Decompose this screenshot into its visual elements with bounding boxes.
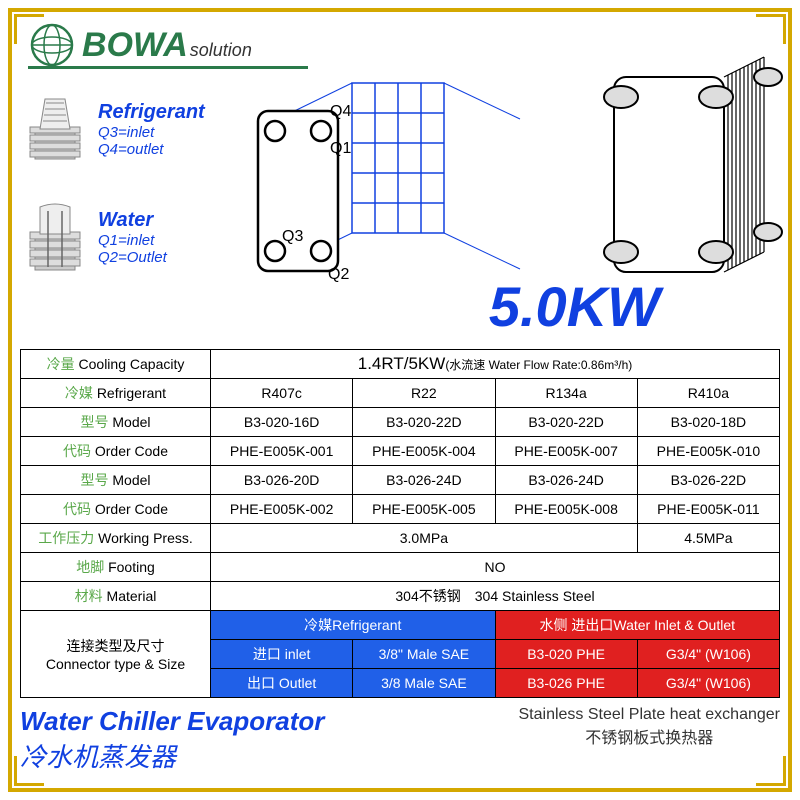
brand-main: BOWA: [82, 26, 188, 64]
footer-sub-en: Stainless Steel Plate heat exchanger: [519, 706, 781, 724]
refrigerant-title: Refrigerant: [98, 101, 205, 124]
port-q1: Q1: [330, 140, 351, 157]
water-q1: Q1=inlet: [98, 232, 167, 249]
footer-sub-cn: 不锈钢板式换热器: [519, 724, 781, 748]
refrigerant-q3: Q3=inlet: [98, 124, 205, 141]
port-q3: Q3: [282, 228, 303, 245]
plate-exploded-icon: Q4 Q1 Q3 Q2: [220, 41, 540, 291]
port-q4: Q4: [330, 103, 351, 120]
connector-sae-icon: [20, 89, 90, 169]
globe-icon: [30, 23, 74, 67]
footer-title-cn: 冷水机蒸发器: [20, 737, 519, 774]
water-q2: Q2=Outlet: [98, 249, 167, 266]
plate-stack-icon: [596, 37, 786, 297]
power-label: 5.0KW: [489, 274, 660, 339]
connector-pipe-icon: [20, 199, 90, 279]
spec-table: 冷量 Cooling Capacity 1.4RT/5KW(水流速 Water …: [20, 349, 780, 698]
footer-title-en: Water Chiller Evaporator: [20, 706, 519, 737]
port-q2: Q2: [328, 266, 349, 283]
water-title: Water: [98, 209, 167, 232]
refrigerant-q4: Q4=outlet: [98, 141, 205, 158]
